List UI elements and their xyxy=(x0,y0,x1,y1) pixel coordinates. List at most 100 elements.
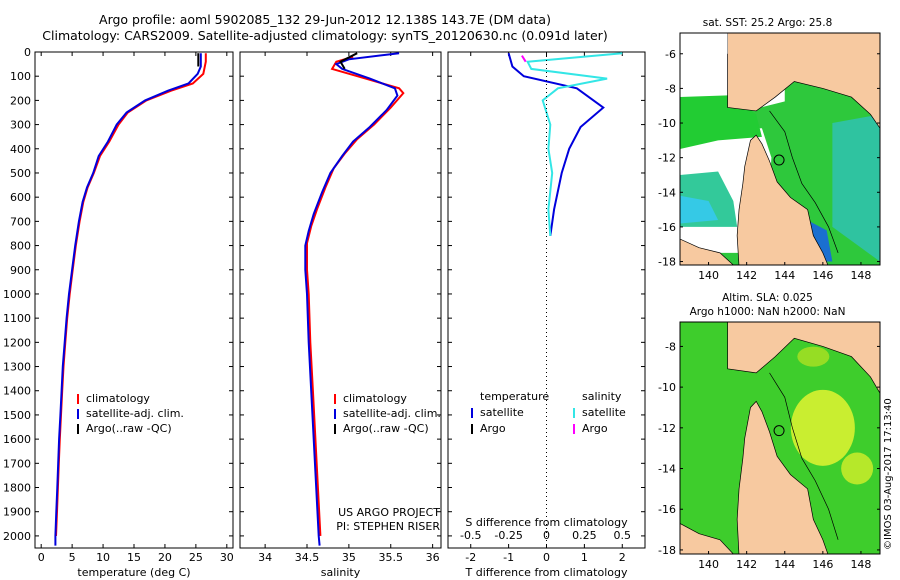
panel-frame-salinity xyxy=(239,51,442,549)
map-xtick-label-sla_map-148: 148 xyxy=(850,558,871,571)
profile-location-marker xyxy=(773,154,785,166)
xtick-label-salinity-34.5: 34.5 xyxy=(295,551,320,564)
xtick-label-salinity-36: 36 xyxy=(426,551,440,564)
ytick-label-200: 200 xyxy=(10,94,31,107)
ytick-label-300: 300 xyxy=(10,119,31,132)
ytick-label-1000: 1000 xyxy=(3,288,31,301)
credit-project: US ARGO PROJECT xyxy=(338,506,440,519)
map-sla_map: 140 142 144 146 148 -8 -10 -12 -14 -16 -18 xyxy=(658,281,881,571)
legend-temperature-2: Argo(..raw -QC) xyxy=(86,422,172,435)
map-xtick-label-sla_map-146: 146 xyxy=(812,558,833,571)
ytick-label-1200: 1200 xyxy=(3,336,31,349)
xtick-label-salinity-35.5: 35.5 xyxy=(379,551,404,564)
land-cape-york xyxy=(736,134,829,265)
map-xtick-label-sst_map-146: 146 xyxy=(812,269,833,282)
land-new-guinea xyxy=(727,322,880,394)
xtick-label-difference-1: 1 xyxy=(581,551,588,564)
map-inner-sst_map xyxy=(680,33,880,265)
xtick-label-temperature-15: 15 xyxy=(127,551,141,564)
map-ytick-label-sla_map--18: -18 xyxy=(658,544,676,557)
xtick-top-label-0: -0.5 xyxy=(460,529,481,542)
sla-map-subtitle: Argo h1000: NaN h2000: NaN xyxy=(689,306,846,318)
map-top-left xyxy=(680,33,728,63)
title-line-2: Climatology: CARS2009. Satellite-adjuste… xyxy=(42,28,608,43)
xtick-label-temperature-20: 20 xyxy=(158,551,172,564)
map-xtick-label-sst_map-144: 144 xyxy=(774,269,795,282)
ytick-label-0: 0 xyxy=(24,46,31,59)
sst-map-title: sat. SST: 25.2 Argo: 25.8 xyxy=(702,17,833,29)
legend-salinity-header: salinity xyxy=(582,390,622,403)
legend-salinity-2: Argo(..raw -QC) xyxy=(343,422,429,435)
shelf-contour xyxy=(769,110,839,254)
xtick-top-label-3: 0.25 xyxy=(572,529,597,542)
series-temperature-0 xyxy=(55,53,207,536)
ytick-label-1800: 1800 xyxy=(3,482,31,495)
map-frame-sla_map xyxy=(679,321,881,555)
map-ytick-label-sst_map--14: -14 xyxy=(658,186,676,199)
map-ytick-label-sst_map--18: -18 xyxy=(658,256,676,269)
xtick-label-salinity-35: 35 xyxy=(342,551,356,564)
map-ytick-label-sst_map--6: -6 xyxy=(665,48,676,61)
xtick-top-label-2: 0 xyxy=(543,529,550,542)
series-temperature-1 xyxy=(54,53,202,546)
xtick-label-difference-0: 0 xyxy=(543,551,550,564)
ytick-label-900: 900 xyxy=(10,264,31,277)
series-difference-1 xyxy=(526,52,623,236)
map-sst_map: 140 142 144 146 148 -6 -8 -10 -12 -14 -16 -18 xyxy=(658,32,881,282)
series-difference-2 xyxy=(521,55,527,63)
panel-frame-temperature xyxy=(34,51,234,549)
map-ytick-label-sla_map--8: -8 xyxy=(665,340,676,353)
ytick-label-1400: 1400 xyxy=(3,385,31,398)
map-ytick-label-sla_map--12: -12 xyxy=(658,422,676,435)
series-difference-0 xyxy=(507,52,605,237)
ytick-label-500: 500 xyxy=(10,167,31,180)
land-gulf-south xyxy=(680,238,734,265)
xaxis-label-difference: T difference from climatology xyxy=(465,566,628,579)
xaxis-label-salinity: salinity xyxy=(321,566,361,579)
series-salinity-2 xyxy=(339,52,358,70)
map-frame-sst_map xyxy=(679,32,881,266)
xtick-label-temperature-5: 5 xyxy=(69,551,76,564)
map-xtick-label-sla_map-140: 140 xyxy=(698,558,719,571)
xtick-top-label-4: 0.5 xyxy=(614,529,632,542)
map-ytick-label-sla_map--16: -16 xyxy=(658,503,676,516)
xtick-label-difference--1: -1 xyxy=(503,551,514,564)
sla-map-title: Altim. SLA: 0.025 xyxy=(722,292,813,304)
xtick-label-temperature-0: 0 xyxy=(38,551,45,564)
map-ytick-label-sst_map--12: -12 xyxy=(658,152,676,165)
legend-temperature-header: temperature xyxy=(480,390,549,403)
map-xtick-label-sst_map-148: 148 xyxy=(850,269,871,282)
ytick-label-1600: 1600 xyxy=(3,433,31,446)
ytick-label-1900: 1900 xyxy=(3,506,31,519)
legend-temperature-1: satellite-adj. clim. xyxy=(86,407,184,420)
map-xtick-label-sla_map-144: 144 xyxy=(774,558,795,571)
xtick-label-salinity-34: 34 xyxy=(258,551,272,564)
ytick-label-1300: 1300 xyxy=(3,361,31,374)
land-gulf-south xyxy=(680,523,734,554)
ytick-label-1700: 1700 xyxy=(3,457,31,470)
map-top-left xyxy=(680,281,728,316)
ytick-label-600: 600 xyxy=(10,191,31,204)
xaxis-label-temperature: temperature (deg C) xyxy=(77,566,190,579)
credit-pi: PI: STEPHEN RISER xyxy=(336,520,440,533)
ytick-label-800: 800 xyxy=(10,240,31,253)
legend-sal-argo: Argo xyxy=(582,422,608,435)
map-ytick-label-sla_map--10: -10 xyxy=(658,381,676,394)
series-salinity-0 xyxy=(306,55,405,536)
shelf-contour xyxy=(769,372,839,540)
xtick-label-difference-2: 2 xyxy=(619,551,626,564)
map-xtick-label-sst_map-142: 142 xyxy=(736,269,757,282)
xtick-label-difference--2: -2 xyxy=(465,551,476,564)
sst-teal-coral xyxy=(832,114,880,262)
title-line-1: Argo profile: aoml 5902085_132 29-Jun-20… xyxy=(99,12,551,27)
map-ytick-label-sst_map--10: -10 xyxy=(658,117,676,130)
map-ytick-label-sst_map--16: -16 xyxy=(658,221,676,234)
xtick-label-temperature-25: 25 xyxy=(189,551,203,564)
series-salinity-1 xyxy=(304,52,400,546)
land-cape-york xyxy=(736,400,829,554)
ytick-label-400: 400 xyxy=(10,143,31,156)
map-ytick-label-sla_map--14: -14 xyxy=(658,463,676,476)
map-xtick-label-sst_map-140: 140 xyxy=(698,269,719,282)
legend-temperature-0: climatology xyxy=(86,392,150,405)
